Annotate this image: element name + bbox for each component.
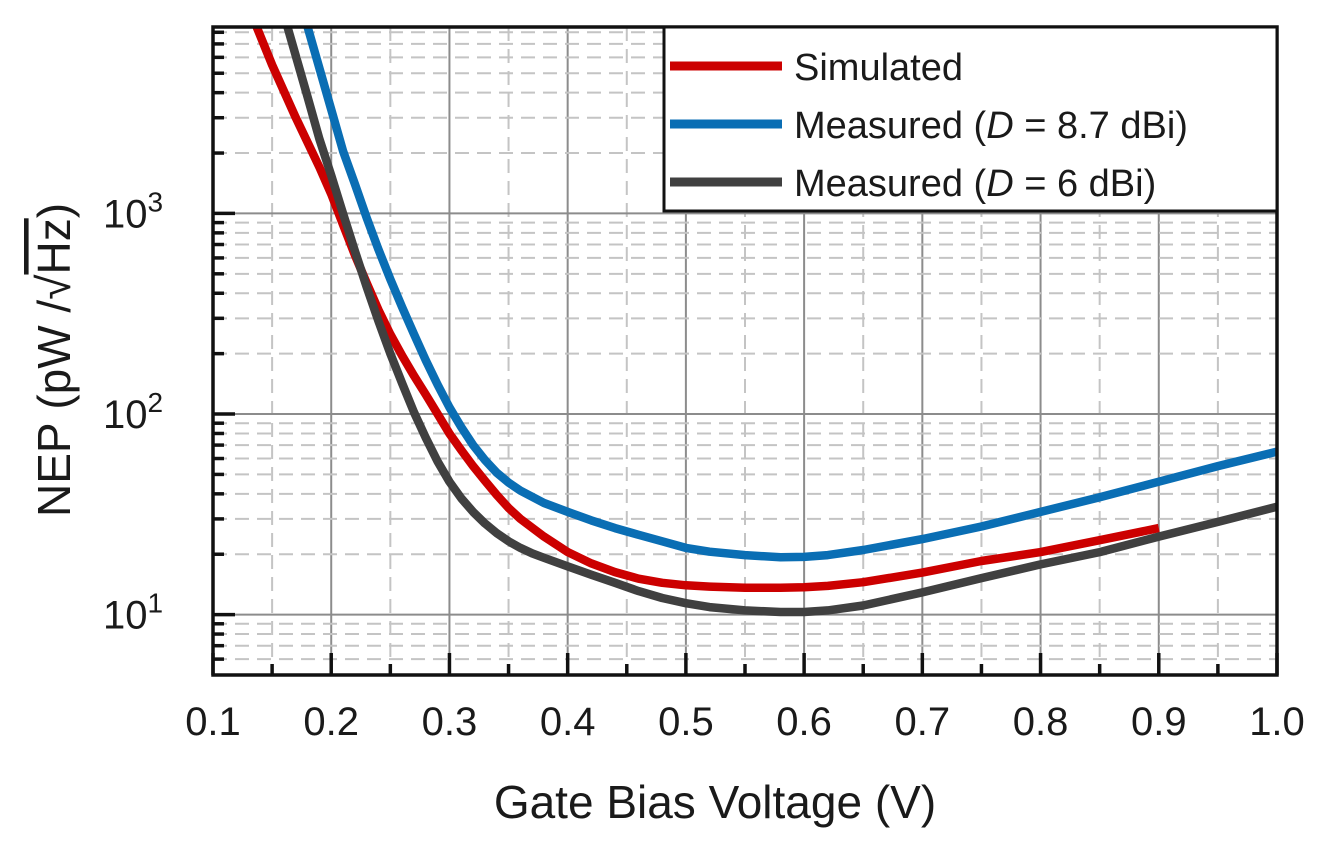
x-tick-label: 0.4: [540, 700, 596, 744]
legend-label-0: Simulated: [794, 47, 963, 89]
x-tick-label: 0.5: [658, 700, 714, 744]
y-tick-label: 102: [103, 387, 163, 437]
y-tick-labels: 101 102 103: [103, 186, 163, 637]
y-axis-title-prefix: NEP (pW /: [28, 300, 80, 517]
legend: Simulated Measured (D = 8.7 dBi) Measured …: [662, 25, 1279, 213]
x-axis-title: Gate Bias Voltage (V): [494, 776, 936, 828]
legend-label-2: Measured (D = 6 dBi): [794, 163, 1156, 205]
x-tick-label: 1.0: [1249, 700, 1305, 744]
y-axis-title-suffix: ): [28, 203, 80, 218]
y-tick-label: 101: [103, 588, 163, 638]
x-tick-labels: 0.1 0.2 0.3 0.4 0.5 0.6 0.7 0.8 0.9 1.0: [185, 700, 1305, 744]
y-axis-title: NEP (pW /√Hz): [28, 203, 80, 517]
x-tick-label: 0.1: [185, 700, 241, 744]
x-tick-label: 0.8: [1013, 700, 1069, 744]
x-tick-label: 0.6: [776, 700, 832, 744]
x-tick-label: 0.2: [303, 700, 359, 744]
legend-label-1: Measured (D = 8.7 dBi): [794, 105, 1188, 147]
x-tick-label: 0.9: [1131, 700, 1187, 744]
series-line-2: [283, 27, 1277, 617]
svg-text:NEP (pW /√Hz): NEP (pW /√Hz): [28, 203, 80, 517]
series-line-1: [303, 27, 1277, 562]
sqrt-symbol: √: [28, 274, 80, 300]
x-tick-label: 0.3: [422, 700, 478, 744]
y-tick-label: 103: [103, 186, 163, 236]
x-tick-label: 0.7: [895, 700, 951, 744]
y-axis-title-root: Hz: [28, 218, 80, 274]
series-lines: [252, 27, 1277, 617]
